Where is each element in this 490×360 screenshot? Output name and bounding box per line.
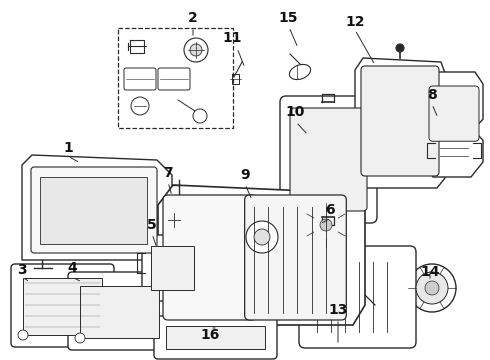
Circle shape	[190, 44, 202, 56]
Polygon shape	[355, 58, 445, 188]
Circle shape	[131, 97, 149, 115]
Text: 13: 13	[328, 303, 348, 317]
Circle shape	[408, 264, 456, 312]
Circle shape	[167, 213, 181, 227]
Text: 3: 3	[17, 263, 27, 277]
Polygon shape	[22, 155, 172, 260]
Bar	[118, 28, 233, 128]
FancyBboxPatch shape	[290, 108, 367, 211]
FancyBboxPatch shape	[222, 190, 303, 284]
Text: 12: 12	[345, 15, 365, 29]
Text: 4: 4	[67, 261, 77, 275]
Circle shape	[425, 281, 439, 295]
FancyBboxPatch shape	[245, 195, 346, 320]
Text: 8: 8	[427, 88, 437, 102]
FancyBboxPatch shape	[31, 167, 157, 253]
FancyBboxPatch shape	[154, 316, 277, 359]
FancyBboxPatch shape	[68, 272, 171, 350]
Polygon shape	[158, 185, 365, 325]
Bar	[23, 278, 102, 335]
Text: 9: 9	[240, 168, 250, 182]
Circle shape	[312, 211, 340, 239]
Circle shape	[254, 229, 270, 245]
Bar	[151, 246, 194, 290]
Text: 10: 10	[285, 105, 305, 119]
FancyBboxPatch shape	[361, 66, 439, 176]
Text: 14: 14	[420, 265, 440, 279]
Bar	[40, 177, 147, 244]
Text: 7: 7	[163, 166, 173, 180]
Text: 2: 2	[188, 11, 198, 25]
Bar	[166, 326, 265, 349]
Circle shape	[184, 38, 208, 62]
Circle shape	[396, 44, 404, 52]
Circle shape	[75, 333, 85, 343]
FancyBboxPatch shape	[142, 235, 203, 301]
FancyBboxPatch shape	[299, 246, 416, 348]
Polygon shape	[425, 72, 483, 177]
Text: 1: 1	[63, 141, 73, 155]
Circle shape	[246, 221, 278, 253]
Text: 15: 15	[278, 11, 298, 25]
Circle shape	[18, 330, 28, 340]
FancyBboxPatch shape	[429, 86, 479, 141]
FancyBboxPatch shape	[158, 68, 190, 90]
Circle shape	[193, 109, 207, 123]
Circle shape	[416, 272, 448, 304]
Bar	[80, 286, 159, 338]
Ellipse shape	[290, 64, 311, 80]
FancyBboxPatch shape	[11, 264, 114, 347]
Text: 16: 16	[200, 328, 220, 342]
FancyBboxPatch shape	[124, 68, 156, 90]
Text: 5: 5	[147, 218, 157, 232]
Circle shape	[304, 203, 348, 247]
Text: 6: 6	[325, 203, 335, 217]
FancyBboxPatch shape	[233, 201, 292, 273]
Circle shape	[320, 219, 332, 231]
Text: 11: 11	[222, 31, 242, 45]
FancyBboxPatch shape	[163, 195, 257, 320]
FancyBboxPatch shape	[280, 96, 377, 223]
